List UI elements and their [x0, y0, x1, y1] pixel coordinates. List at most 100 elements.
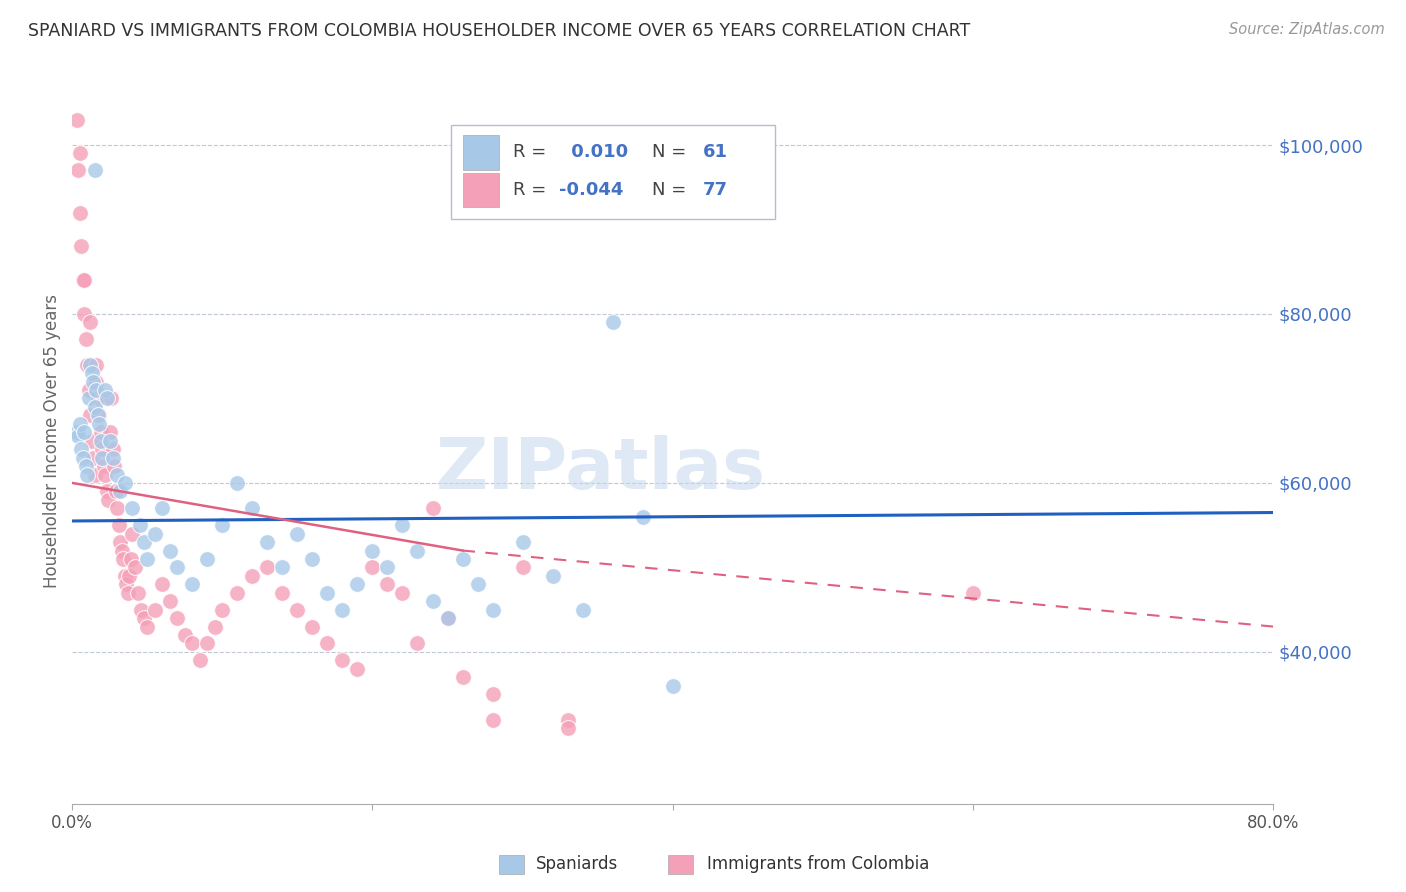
Point — [422, 594, 444, 608]
Point — [84, 375, 107, 389]
Text: ZIPatlas: ZIPatlas — [436, 435, 766, 504]
Text: 77: 77 — [703, 181, 728, 199]
Point — [211, 518, 233, 533]
Point — [406, 543, 429, 558]
FancyBboxPatch shape — [450, 125, 775, 219]
Point — [512, 535, 534, 549]
Text: Spaniards: Spaniards — [536, 855, 617, 873]
Point — [195, 636, 218, 650]
Point — [181, 577, 204, 591]
Point — [94, 467, 117, 482]
Point — [83, 163, 105, 178]
Point — [301, 552, 323, 566]
Point — [83, 400, 105, 414]
Point — [226, 475, 249, 490]
Point — [332, 653, 354, 667]
Point — [256, 535, 278, 549]
Point — [107, 518, 129, 533]
Text: 0.010: 0.010 — [565, 144, 627, 161]
Point — [104, 484, 127, 499]
Point — [451, 670, 474, 684]
Point — [100, 392, 122, 406]
Point — [73, 425, 96, 440]
Point — [391, 518, 413, 533]
Point — [72, 450, 94, 465]
Point — [75, 332, 97, 346]
Point — [82, 450, 104, 465]
Point — [661, 679, 683, 693]
Point — [98, 425, 121, 440]
Point — [481, 602, 503, 616]
Point — [105, 467, 128, 482]
Text: N =: N = — [652, 144, 692, 161]
Point — [117, 586, 139, 600]
Point — [84, 383, 107, 397]
Point — [67, 163, 90, 178]
Point — [110, 484, 132, 499]
Point — [66, 112, 89, 127]
Point — [287, 602, 309, 616]
Point — [143, 526, 166, 541]
Point — [69, 417, 91, 431]
Point — [512, 560, 534, 574]
Point — [87, 392, 110, 406]
Point — [271, 560, 294, 574]
Point — [422, 501, 444, 516]
Text: Source: ZipAtlas.com: Source: ZipAtlas.com — [1229, 22, 1385, 37]
Point — [89, 409, 111, 423]
Point — [90, 434, 112, 448]
Point — [79, 358, 101, 372]
Point — [631, 509, 654, 524]
Point — [467, 577, 489, 591]
Point — [143, 602, 166, 616]
Point — [114, 569, 136, 583]
Text: SPANIARD VS IMMIGRANTS FROM COLOMBIA HOUSEHOLDER INCOME OVER 65 YEARS CORRELATIO: SPANIARD VS IMMIGRANTS FROM COLOMBIA HOU… — [28, 22, 970, 40]
Point — [127, 586, 149, 600]
Point — [134, 535, 156, 549]
Point — [136, 552, 159, 566]
Point — [377, 577, 399, 591]
Point — [361, 560, 384, 574]
Y-axis label: Householder Income Over 65 years: Householder Income Over 65 years — [44, 293, 60, 588]
Point — [91, 450, 114, 465]
Point — [541, 569, 564, 583]
Text: N =: N = — [652, 181, 692, 199]
Point — [73, 307, 96, 321]
Point — [97, 492, 120, 507]
Point — [105, 501, 128, 516]
Point — [76, 467, 98, 482]
Point — [240, 501, 263, 516]
Point — [571, 602, 593, 616]
Point — [101, 442, 124, 457]
Point — [112, 552, 135, 566]
Point — [93, 458, 115, 473]
Point — [84, 358, 107, 372]
Point — [134, 611, 156, 625]
Point — [72, 273, 94, 287]
Point — [76, 358, 98, 372]
Point — [436, 611, 458, 625]
Point — [69, 205, 91, 219]
Point — [121, 526, 143, 541]
Point — [69, 146, 91, 161]
Point — [101, 450, 124, 465]
Point — [91, 442, 114, 457]
Point — [83, 467, 105, 482]
Point — [90, 425, 112, 440]
Point — [377, 560, 399, 574]
Point — [96, 484, 118, 499]
Point — [436, 611, 458, 625]
Point — [80, 434, 103, 448]
Point — [118, 569, 141, 583]
Point — [211, 602, 233, 616]
Point — [240, 569, 263, 583]
Point — [173, 628, 195, 642]
Point — [70, 442, 93, 457]
Point — [166, 611, 188, 625]
Point — [287, 526, 309, 541]
Point — [89, 417, 111, 431]
Point — [195, 552, 218, 566]
Bar — [463, 173, 499, 208]
Point — [111, 543, 134, 558]
Point — [181, 636, 204, 650]
